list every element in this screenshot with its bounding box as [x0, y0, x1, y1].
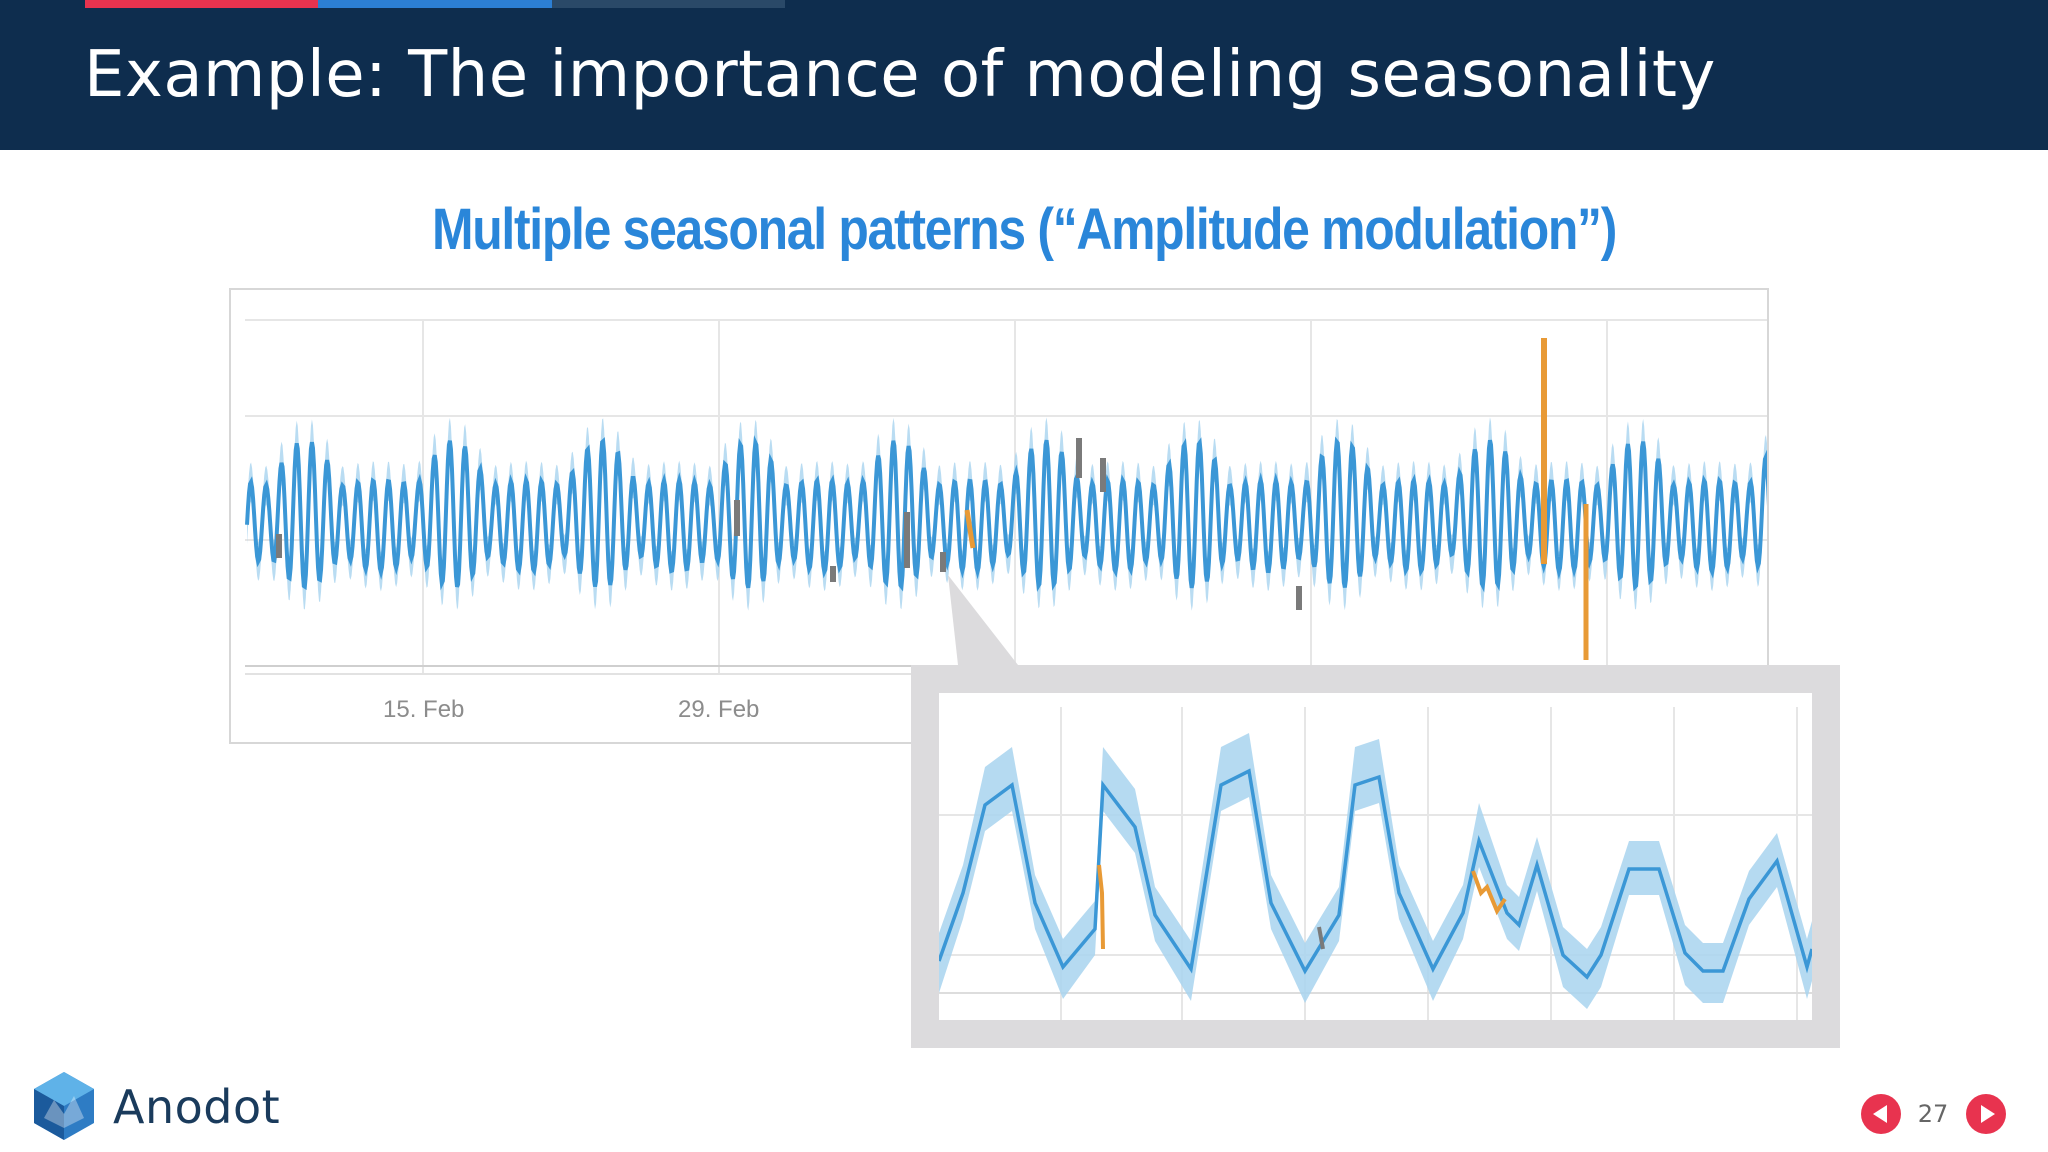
slide-title: Example: The importance of modeling seas…: [84, 38, 1716, 112]
series-line: [245, 435, 1767, 593]
brand-name: Anodot: [113, 1080, 281, 1134]
triangle-left-icon: [1873, 1105, 1887, 1123]
x-tick-label: 15. Feb: [383, 696, 465, 723]
page-number: 27: [1917, 1100, 1949, 1128]
x-tick-label: 29. Feb: [678, 696, 760, 723]
prev-slide-button[interactable]: [1861, 1094, 1901, 1134]
anomaly-gray: [1317, 926, 1325, 950]
anomaly-segment: [1471, 870, 1507, 916]
anomaly-segment: [1097, 864, 1105, 950]
triangle-right-icon: [1981, 1105, 1995, 1123]
zoom-detail-frame: [911, 665, 1840, 1048]
zoom-detail-chart: [939, 693, 1812, 1020]
slide-subtitle: Multiple seasonal patterns (“Amplitude m…: [431, 197, 1617, 262]
anomaly-segment: [964, 509, 976, 549]
next-slide-button[interactable]: [1966, 1094, 2006, 1134]
zoom-detail-svg: [939, 707, 1812, 1020]
series-line: [939, 768, 1812, 980]
slide-header: Example: The importance of modeling seas…: [0, 0, 2048, 150]
accent-bar-red: [85, 0, 318, 8]
confidence-band: [939, 733, 1812, 1009]
accent-bar-blue: [318, 0, 552, 8]
accent-bar-dark: [552, 0, 785, 8]
anodot-hexagon-logo-icon: [34, 1072, 94, 1140]
